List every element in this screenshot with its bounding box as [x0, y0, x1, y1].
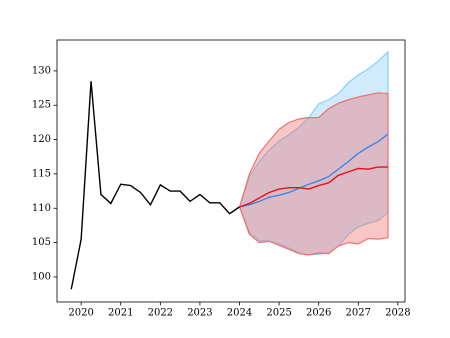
- plot-frame: [56, 39, 406, 303]
- series-line: [70, 81, 240, 290]
- x-tick-label: 2022: [148, 308, 173, 319]
- x-tick-label: 2023: [187, 308, 212, 319]
- x-tick-label: 2021: [108, 308, 133, 319]
- x-tick-label: 2024: [227, 308, 252, 319]
- y-tick-label: 100: [32, 271, 51, 282]
- y-tick-label: 130: [32, 65, 51, 76]
- lines: [70, 81, 389, 290]
- x-tick-label: 2026: [306, 308, 331, 319]
- bands: [238, 50, 389, 256]
- series-line: [239, 166, 388, 208]
- x-tick-label: 2027: [346, 308, 371, 319]
- x-tick-label: 2025: [266, 308, 291, 319]
- y-tick-label: 125: [32, 100, 51, 111]
- y-tick-label: 105: [32, 237, 51, 248]
- series-line: [239, 133, 389, 208]
- y-tick-label: 115: [32, 168, 51, 179]
- x-tick-label: 2020: [68, 308, 93, 319]
- y-tick-label: 120: [32, 134, 51, 145]
- y-tick-label: 110: [32, 203, 51, 214]
- x-tick-label: 2028: [385, 308, 410, 319]
- confidence-band: [238, 92, 389, 256]
